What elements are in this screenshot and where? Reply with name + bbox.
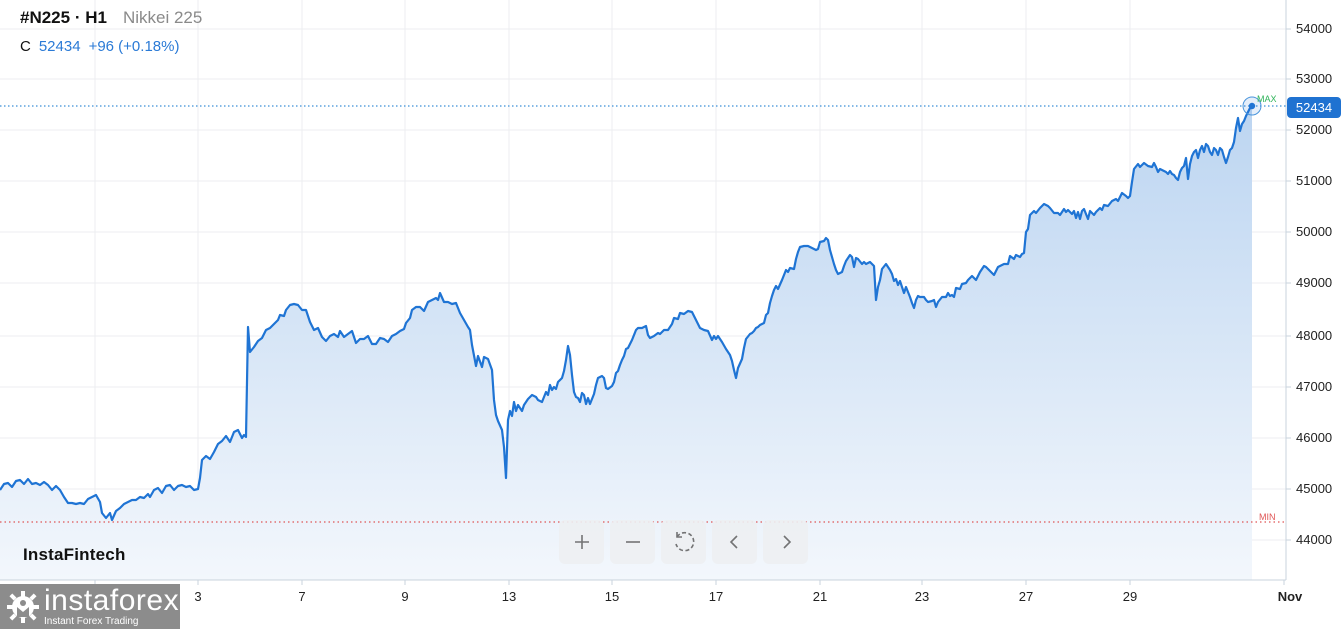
price-area (0, 106, 1252, 580)
x-tick: 23 (914, 589, 930, 604)
watermark-tagline: Instant Forex Trading (44, 616, 139, 627)
max-label: MAX (1257, 94, 1277, 104)
close-label: C (20, 38, 31, 55)
y-tick: 45000 (1296, 481, 1333, 496)
scroll-right-button[interactable] (763, 520, 808, 564)
y-axis-tick-marks (1286, 28, 1291, 541)
y-tick: 53000 (1296, 71, 1333, 86)
chevron-left-icon (729, 535, 738, 549)
brand-logo-text: InstaFintech (23, 545, 126, 564)
x-tick-month: Nov (1277, 589, 1303, 604)
x-tick: 3 (194, 589, 202, 604)
x-tick: 9 (401, 589, 409, 604)
x-tick: 13 (501, 589, 517, 604)
price-change: +96 (+0.18%) (88, 38, 180, 55)
scroll-left-button[interactable] (712, 520, 757, 564)
max-marker-dot (1248, 102, 1256, 110)
reset-icon (674, 531, 694, 552)
chevron-right-icon (782, 535, 791, 549)
min-label: MIN (1259, 512, 1276, 522)
price-line (0, 105, 1253, 522)
instaforex-watermark: instaforex Instant Forex Trading (0, 584, 180, 629)
x-tick: 27 (1018, 589, 1034, 604)
symbol-timeframe[interactable]: #N225 · H1 (20, 8, 107, 27)
x-tick: 17 (708, 589, 724, 604)
y-tick: 51000 (1296, 173, 1333, 188)
x-tick: 29 (1122, 589, 1138, 604)
reset-button[interactable] (661, 520, 706, 564)
close-value: 52434 (38, 38, 81, 55)
chart-controls (559, 520, 808, 564)
instrument-name: Nikkei 225 (122, 8, 203, 27)
zoom-in-button[interactable] (559, 520, 604, 564)
y-tick: 47000 (1296, 379, 1333, 394)
chart-header: #N225 · H1 Nikkei 225 C 52434 +96 (+0.18… (20, 8, 202, 55)
y-tick: 52000 (1296, 122, 1333, 137)
last-price-tag: 52434 (1287, 97, 1341, 118)
y-tick: 50000 (1296, 224, 1333, 239)
y-tick: 46000 (1296, 430, 1333, 445)
watermark-name: instaforex (44, 584, 180, 617)
plus-icon (574, 535, 589, 549)
zoom-out-button[interactable] (610, 520, 655, 564)
minus-icon (625, 541, 640, 543)
x-tick: 7 (298, 589, 306, 604)
y-tick: 54000 (1296, 21, 1333, 36)
x-tick: 15 (604, 589, 620, 604)
x-tick: 21 (812, 589, 828, 604)
y-tick: 49000 (1296, 275, 1333, 290)
y-tick: 48000 (1296, 328, 1333, 343)
quote-row: C 52434 +96 (+0.18%) (20, 38, 202, 55)
y-tick: 44000 (1296, 532, 1333, 547)
gear-logo-icon (7, 590, 39, 623)
x-axis-tick-marks (94, 580, 1285, 585)
